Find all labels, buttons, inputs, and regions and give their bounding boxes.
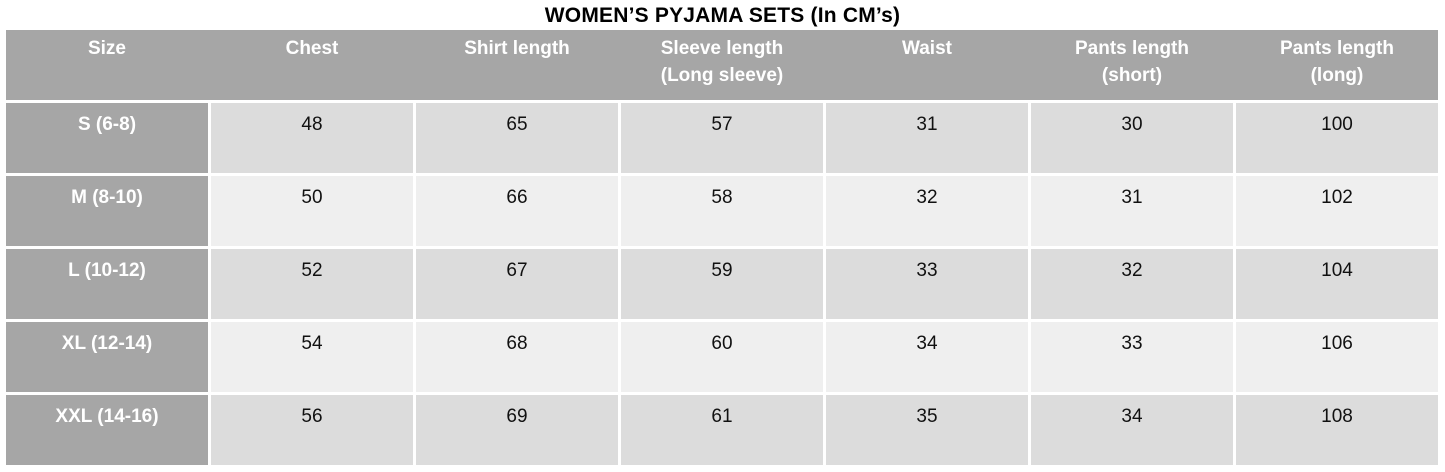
column-header-shirt-length: Shirt length <box>416 30 618 100</box>
value-cell: 30 <box>1031 103 1233 173</box>
value-cell: 50 <box>211 176 413 246</box>
value-cell: 52 <box>211 249 413 319</box>
value-cell: 56 <box>211 395 413 465</box>
table-row-xxl: XXL (14-16) 56 69 61 35 34 108 <box>6 395 1438 465</box>
value-cell: 33 <box>826 249 1028 319</box>
size-label-cell: XXL (14-16) <box>6 395 208 465</box>
column-header-size: Size <box>6 30 208 100</box>
value-cell: 32 <box>826 176 1028 246</box>
value-cell: 31 <box>826 103 1028 173</box>
value-cell: 66 <box>416 176 618 246</box>
size-label-cell: XL (12-14) <box>6 322 208 392</box>
value-cell: 57 <box>621 103 823 173</box>
table-row-l: L (10-12) 52 67 59 33 32 104 <box>6 249 1438 319</box>
size-label-cell: L (10-12) <box>6 249 208 319</box>
table-row-xl: XL (12-14) 54 68 60 34 33 106 <box>6 322 1438 392</box>
value-cell: 61 <box>621 395 823 465</box>
chart-title: WOMEN’S PYJAMA SETS (In CM’s) <box>544 4 901 27</box>
value-cell: 59 <box>621 249 823 319</box>
value-cell: 65 <box>416 103 618 173</box>
value-cell: 34 <box>826 322 1028 392</box>
value-cell: 33 <box>1031 322 1233 392</box>
value-cell: 54 <box>211 322 413 392</box>
value-cell: 31 <box>1031 176 1233 246</box>
column-header-sleeve-length: Sleeve length (Long sleeve) <box>621 30 823 100</box>
column-header-chest: Chest <box>211 30 413 100</box>
size-label-cell: S (6-8) <box>6 103 208 173</box>
value-cell: 34 <box>1031 395 1233 465</box>
value-cell: 104 <box>1236 249 1438 319</box>
value-cell: 67 <box>416 249 618 319</box>
value-cell: 48 <box>211 103 413 173</box>
value-cell: 68 <box>416 322 618 392</box>
column-header-waist: Waist <box>826 30 1028 100</box>
table-row-m: M (8-10) 50 66 58 32 31 102 <box>6 176 1438 246</box>
value-cell: 35 <box>826 395 1028 465</box>
value-cell: 58 <box>621 176 823 246</box>
value-cell: 108 <box>1236 395 1438 465</box>
value-cell: 102 <box>1236 176 1438 246</box>
value-cell: 106 <box>1236 322 1438 392</box>
value-cell: 100 <box>1236 103 1438 173</box>
table-row-s: S (6-8) 48 65 57 31 30 100 <box>6 103 1438 173</box>
value-cell: 32 <box>1031 249 1233 319</box>
size-label-cell: M (8-10) <box>6 176 208 246</box>
size-chart-table: Size Chest Shirt length Sleeve length (L… <box>6 30 1438 465</box>
column-header-pants-long: Pants length (long) <box>1236 30 1438 100</box>
value-cell: 60 <box>621 322 823 392</box>
table-header-row: Size Chest Shirt length Sleeve length (L… <box>6 30 1438 100</box>
column-header-pants-short: Pants length (short) <box>1031 30 1233 100</box>
value-cell: 69 <box>416 395 618 465</box>
